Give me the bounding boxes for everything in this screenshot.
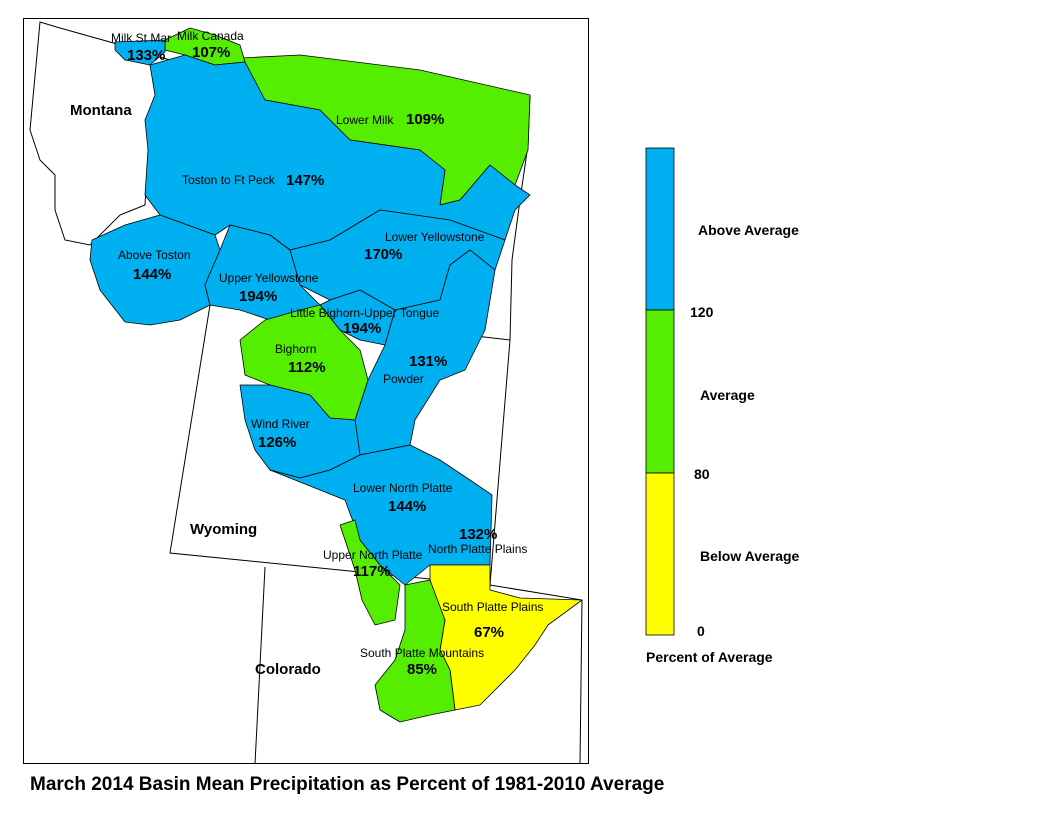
basin-name-milk-canada: Milk Canada xyxy=(177,29,244,43)
basin-pct-lower-milk: 109% xyxy=(406,111,444,128)
basin-shape-south-platte-mountains xyxy=(374,579,456,723)
basin-name-upper-north-platte: Upper North Platte xyxy=(323,548,423,562)
basin-pct-toston-ft-peck: 147% xyxy=(286,172,324,189)
basin-name-north-platte-plains: North Platte Plains xyxy=(428,542,527,556)
legend-swatch-average xyxy=(645,309,675,474)
legend-tick-0: 0 xyxy=(697,623,705,639)
basin-shape-lower-north-platte xyxy=(269,444,493,586)
basin-pct-north-platte-plains: 132% xyxy=(459,526,497,543)
basin-pct-powder: 131% xyxy=(409,353,447,370)
basin-name-little-bighorn: Little Bighorn-Upper Tongue xyxy=(290,306,440,320)
state-label-montana: Montana xyxy=(70,102,132,119)
basin-pct-lower-yellowstone: 170% xyxy=(364,246,402,263)
basin-pct-above-toston: 144% xyxy=(133,266,171,283)
legend-tick-120: 120 xyxy=(690,304,714,320)
map-frame xyxy=(23,18,589,764)
basin-pct-milk-canada: 107% xyxy=(192,44,230,61)
basin-pct-milk-st-mary: 133% xyxy=(127,47,165,64)
basin-name-south-platte-mountains: South Platte Mountains xyxy=(360,646,484,660)
basin-name-wind-river: Wind River xyxy=(251,417,310,431)
basin-pct-bighorn: 112% xyxy=(288,359,326,376)
basin-shape-south-platte-plains xyxy=(429,564,583,711)
basin-name-lower-north-platte: Lower North Platte xyxy=(353,481,453,495)
legend-swatch-below xyxy=(645,472,675,636)
map-caption: March 2014 Basin Mean Precipitation as P… xyxy=(30,774,665,795)
legend-label-below: Below Average xyxy=(700,548,800,564)
legend-label-above: Above Average xyxy=(698,222,799,238)
basin-pct-south-platte-plains: 67% xyxy=(474,624,504,641)
basin-shape-upper-north-platte xyxy=(339,519,401,626)
basin-shape-powder xyxy=(354,249,496,456)
basin-name-lower-milk: Lower Milk xyxy=(336,113,394,127)
basin-pct-upper-north-platte: 117% xyxy=(353,563,391,580)
basin-name-toston-ft-peck: Toston to Ft Peck xyxy=(182,173,276,187)
basin-pct-south-platte-mountains: 85% xyxy=(407,661,437,678)
basin-pct-lower-north-platte: 144% xyxy=(388,498,426,515)
basin-name-bighorn: Bighorn xyxy=(275,342,316,356)
basin-name-above-toston: Above Toston xyxy=(118,248,191,262)
basin-pct-wind-river: 126% xyxy=(258,434,296,451)
basin-name-upper-yellowstone: Upper Yellowstone xyxy=(219,271,319,285)
legend-swatch-above xyxy=(645,147,675,311)
basin-name-south-platte-plains: South Platte Plains xyxy=(442,600,543,614)
state-label-wyoming: Wyoming xyxy=(190,521,257,538)
basin-name-powder: Powder xyxy=(383,372,424,386)
legend-label-average: Average xyxy=(700,387,755,403)
basin-shape-toston-ft-peck xyxy=(144,54,531,251)
legend-color-bar xyxy=(645,147,675,636)
basin-pct-little-bighorn: 194% xyxy=(343,320,381,337)
basin-pct-upper-yellowstone: 194% xyxy=(239,288,277,305)
legend-tick-80: 80 xyxy=(694,466,710,482)
basin-name-milk-st-mary: Milk St Mar xyxy=(111,31,171,45)
legend-title: Percent of Average xyxy=(646,649,773,665)
basin-name-lower-yellowstone: Lower Yellowstone xyxy=(385,230,485,244)
state-label-colorado: Colorado xyxy=(255,661,321,678)
